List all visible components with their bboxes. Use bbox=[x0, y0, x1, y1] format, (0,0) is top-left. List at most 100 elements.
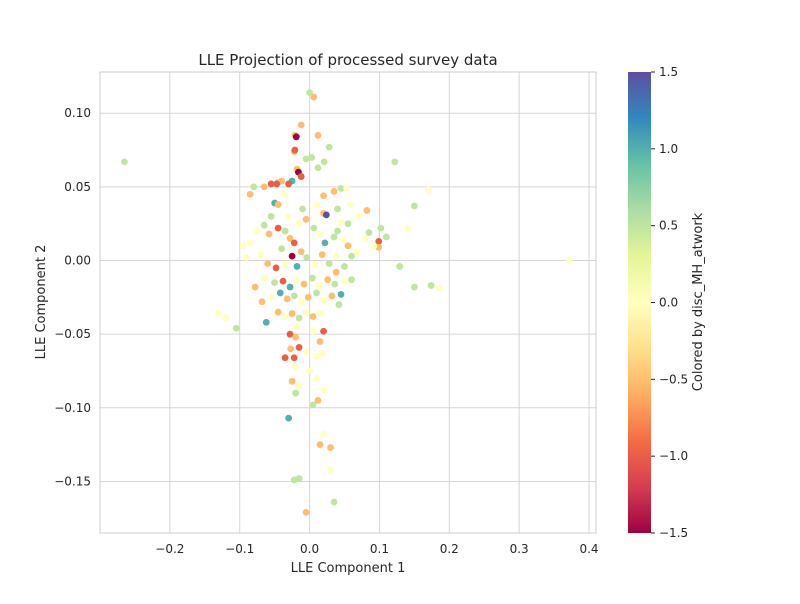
data-point bbox=[313, 201, 320, 208]
data-point bbox=[291, 146, 299, 154]
colorbar-tick-label: 1.0 bbox=[659, 142, 678, 156]
data-point bbox=[257, 251, 265, 259]
data-point bbox=[303, 254, 311, 261]
data-point bbox=[304, 293, 312, 301]
data-point bbox=[271, 279, 279, 287]
data-point bbox=[292, 389, 300, 397]
colorbar-ticks: −1.5 −1.0 −0.5 0.0 0.5 1.0 1.5 bbox=[651, 65, 688, 540]
data-point bbox=[348, 252, 355, 260]
data-point bbox=[334, 227, 341, 235]
x-tick-label: 0.3 bbox=[510, 542, 529, 556]
data-point bbox=[318, 349, 326, 357]
data-point bbox=[260, 274, 268, 282]
y-axis-label: LLE Component 2 bbox=[34, 245, 49, 360]
data-point bbox=[274, 224, 282, 232]
data-point bbox=[260, 183, 268, 191]
x-tick-label: 0.0 bbox=[300, 542, 319, 556]
data-point bbox=[239, 242, 247, 250]
data-point bbox=[286, 283, 294, 291]
data-point bbox=[324, 276, 332, 284]
data-point bbox=[243, 254, 251, 261]
data-point bbox=[325, 143, 333, 151]
data-point bbox=[276, 289, 284, 297]
data-point bbox=[251, 283, 259, 291]
data-point bbox=[335, 301, 343, 309]
colorbar-tick-label: 0.5 bbox=[659, 219, 678, 233]
data-point bbox=[279, 277, 287, 285]
data-point bbox=[309, 327, 317, 335]
data-point bbox=[320, 192, 327, 200]
data-point bbox=[328, 292, 336, 300]
data-point bbox=[302, 348, 310, 356]
data-point bbox=[410, 202, 418, 210]
x-axis-label: LLE Component 1 bbox=[291, 561, 406, 576]
data-point bbox=[290, 354, 298, 362]
data-point bbox=[314, 131, 322, 139]
data-point bbox=[286, 330, 294, 338]
data-point bbox=[383, 233, 390, 241]
data-point bbox=[246, 190, 254, 198]
data-point bbox=[302, 215, 310, 223]
data-point bbox=[306, 89, 313, 97]
data-point bbox=[341, 277, 348, 285]
y-tick-label: −0.15 bbox=[54, 474, 91, 488]
x-tick-label: −0.1 bbox=[225, 542, 254, 556]
data-point bbox=[436, 285, 443, 292]
data-point bbox=[331, 280, 339, 288]
data-point bbox=[267, 293, 275, 301]
data-point bbox=[365, 229, 373, 236]
data-point bbox=[295, 220, 303, 228]
data-point bbox=[293, 263, 301, 270]
data-point bbox=[427, 282, 435, 289]
data-point bbox=[344, 242, 352, 250]
data-point bbox=[320, 430, 327, 438]
data-point bbox=[310, 224, 318, 232]
data-point bbox=[253, 227, 261, 235]
data-point bbox=[293, 323, 301, 331]
data-point bbox=[316, 338, 324, 345]
colorbar-tick-label: −0.5 bbox=[659, 372, 688, 386]
data-point bbox=[295, 344, 303, 351]
data-point bbox=[310, 93, 318, 101]
y-tick-label: −0.10 bbox=[54, 401, 91, 415]
data-point bbox=[346, 201, 354, 208]
data-point bbox=[330, 498, 338, 506]
colorbar-tick-label: −1.0 bbox=[659, 449, 688, 463]
data-point bbox=[286, 235, 294, 242]
data-point bbox=[341, 263, 348, 270]
data-point bbox=[274, 201, 282, 208]
data-point bbox=[410, 283, 418, 291]
y-tick-label: −0.05 bbox=[54, 327, 91, 341]
data-point bbox=[370, 242, 378, 250]
data-point bbox=[327, 444, 334, 451]
data-point bbox=[391, 158, 399, 166]
data-point bbox=[320, 386, 327, 394]
data-point bbox=[330, 187, 338, 195]
data-point bbox=[264, 260, 272, 267]
x-tick-label: 0.1 bbox=[370, 542, 389, 556]
data-point bbox=[274, 308, 282, 316]
data-point bbox=[353, 248, 361, 256]
data-point bbox=[332, 252, 340, 260]
data-point bbox=[267, 180, 275, 188]
data-point bbox=[285, 180, 293, 188]
data-point bbox=[281, 227, 289, 235]
data-point bbox=[292, 133, 300, 141]
plot-frame bbox=[99, 71, 597, 534]
data-point bbox=[363, 207, 371, 214]
data-point bbox=[314, 164, 322, 172]
data-point bbox=[362, 235, 369, 242]
data-point bbox=[281, 261, 289, 269]
data-point bbox=[299, 205, 306, 213]
data-point bbox=[292, 363, 300, 370]
data-point bbox=[288, 377, 296, 385]
data-point bbox=[343, 184, 351, 192]
data-point bbox=[344, 220, 352, 228]
data-point bbox=[311, 261, 319, 269]
data-point bbox=[355, 212, 362, 220]
data-point bbox=[292, 333, 300, 341]
data-point bbox=[285, 212, 293, 220]
data-point bbox=[403, 224, 411, 232]
data-point bbox=[337, 290, 345, 298]
data-point bbox=[281, 313, 289, 320]
